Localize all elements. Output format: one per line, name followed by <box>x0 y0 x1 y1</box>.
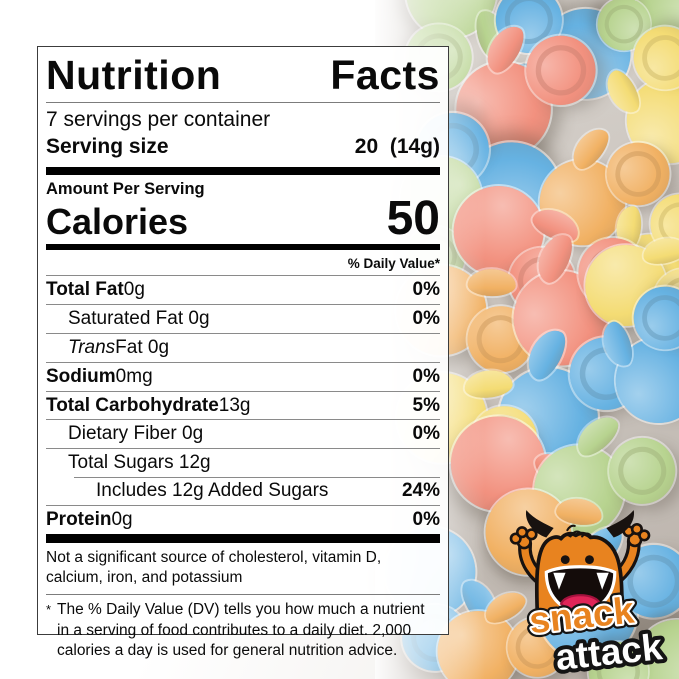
nutrition-facts-title: Nutrition Facts <box>46 52 440 98</box>
monster-mascot-icon <box>509 510 651 626</box>
divider-hairline <box>46 102 440 104</box>
calories-label: Calories <box>46 201 189 243</box>
servings-per-container: 7 servings per container <box>46 108 271 132</box>
divider-thick <box>46 244 440 251</box>
logo-wordmark: snack snack snack attack attack <box>523 585 669 679</box>
serving-size-label: Serving size <box>46 135 169 159</box>
divider-thick <box>46 533 440 543</box>
footnote-text: The % Daily Value (DV) tells you how muc… <box>57 601 425 659</box>
daily-value-header: % Daily Value* <box>347 256 440 272</box>
nutrition-facts-label: Nutrition Facts 7 servings per container… <box>37 46 449 659</box>
footnote-asterisk: * <box>46 602 52 618</box>
snack-attack-logo: snack snack snack attack attack <box>505 508 679 679</box>
divider-hairline <box>46 594 440 596</box>
row-protein: Protein 0g 0% <box>46 504 440 534</box>
row-total-fat: Total Fat 0g 0% <box>46 275 440 304</box>
row-sodium: Sodium 0mg 0% <box>46 361 440 391</box>
daily-value-footnote: * The % Daily Value (DV) tells you how m… <box>46 595 440 660</box>
amount-per-serving: Amount Per Serving <box>46 179 205 198</box>
calories-value: 50 <box>386 192 440 246</box>
row-total-sugars: Total Sugars 12g <box>46 448 440 477</box>
row-dietary-fiber: Dietary Fiber 0g 0% <box>46 419 440 448</box>
serving-size-row: Serving size 20 (14g) <box>46 133 440 166</box>
row-saturated-fat: Saturated Fat 0g 0% <box>46 303 440 333</box>
row-trans-fat: Trans Fat 0g <box>46 332 440 362</box>
serving-size-value: 20 (14g) <box>354 135 440 159</box>
calories-row: Calories 50 <box>46 192 440 246</box>
insignificant-note: Not a significant source of cholesterol,… <box>46 548 382 586</box>
divider-thick <box>46 166 440 175</box>
row-added-sugars: Includes 12g Added Sugars 24% <box>46 477 440 505</box>
pacifier-candy <box>597 277 679 427</box>
row-total-carbohydrate: Total Carbohydrate 13g 5% <box>46 390 440 420</box>
